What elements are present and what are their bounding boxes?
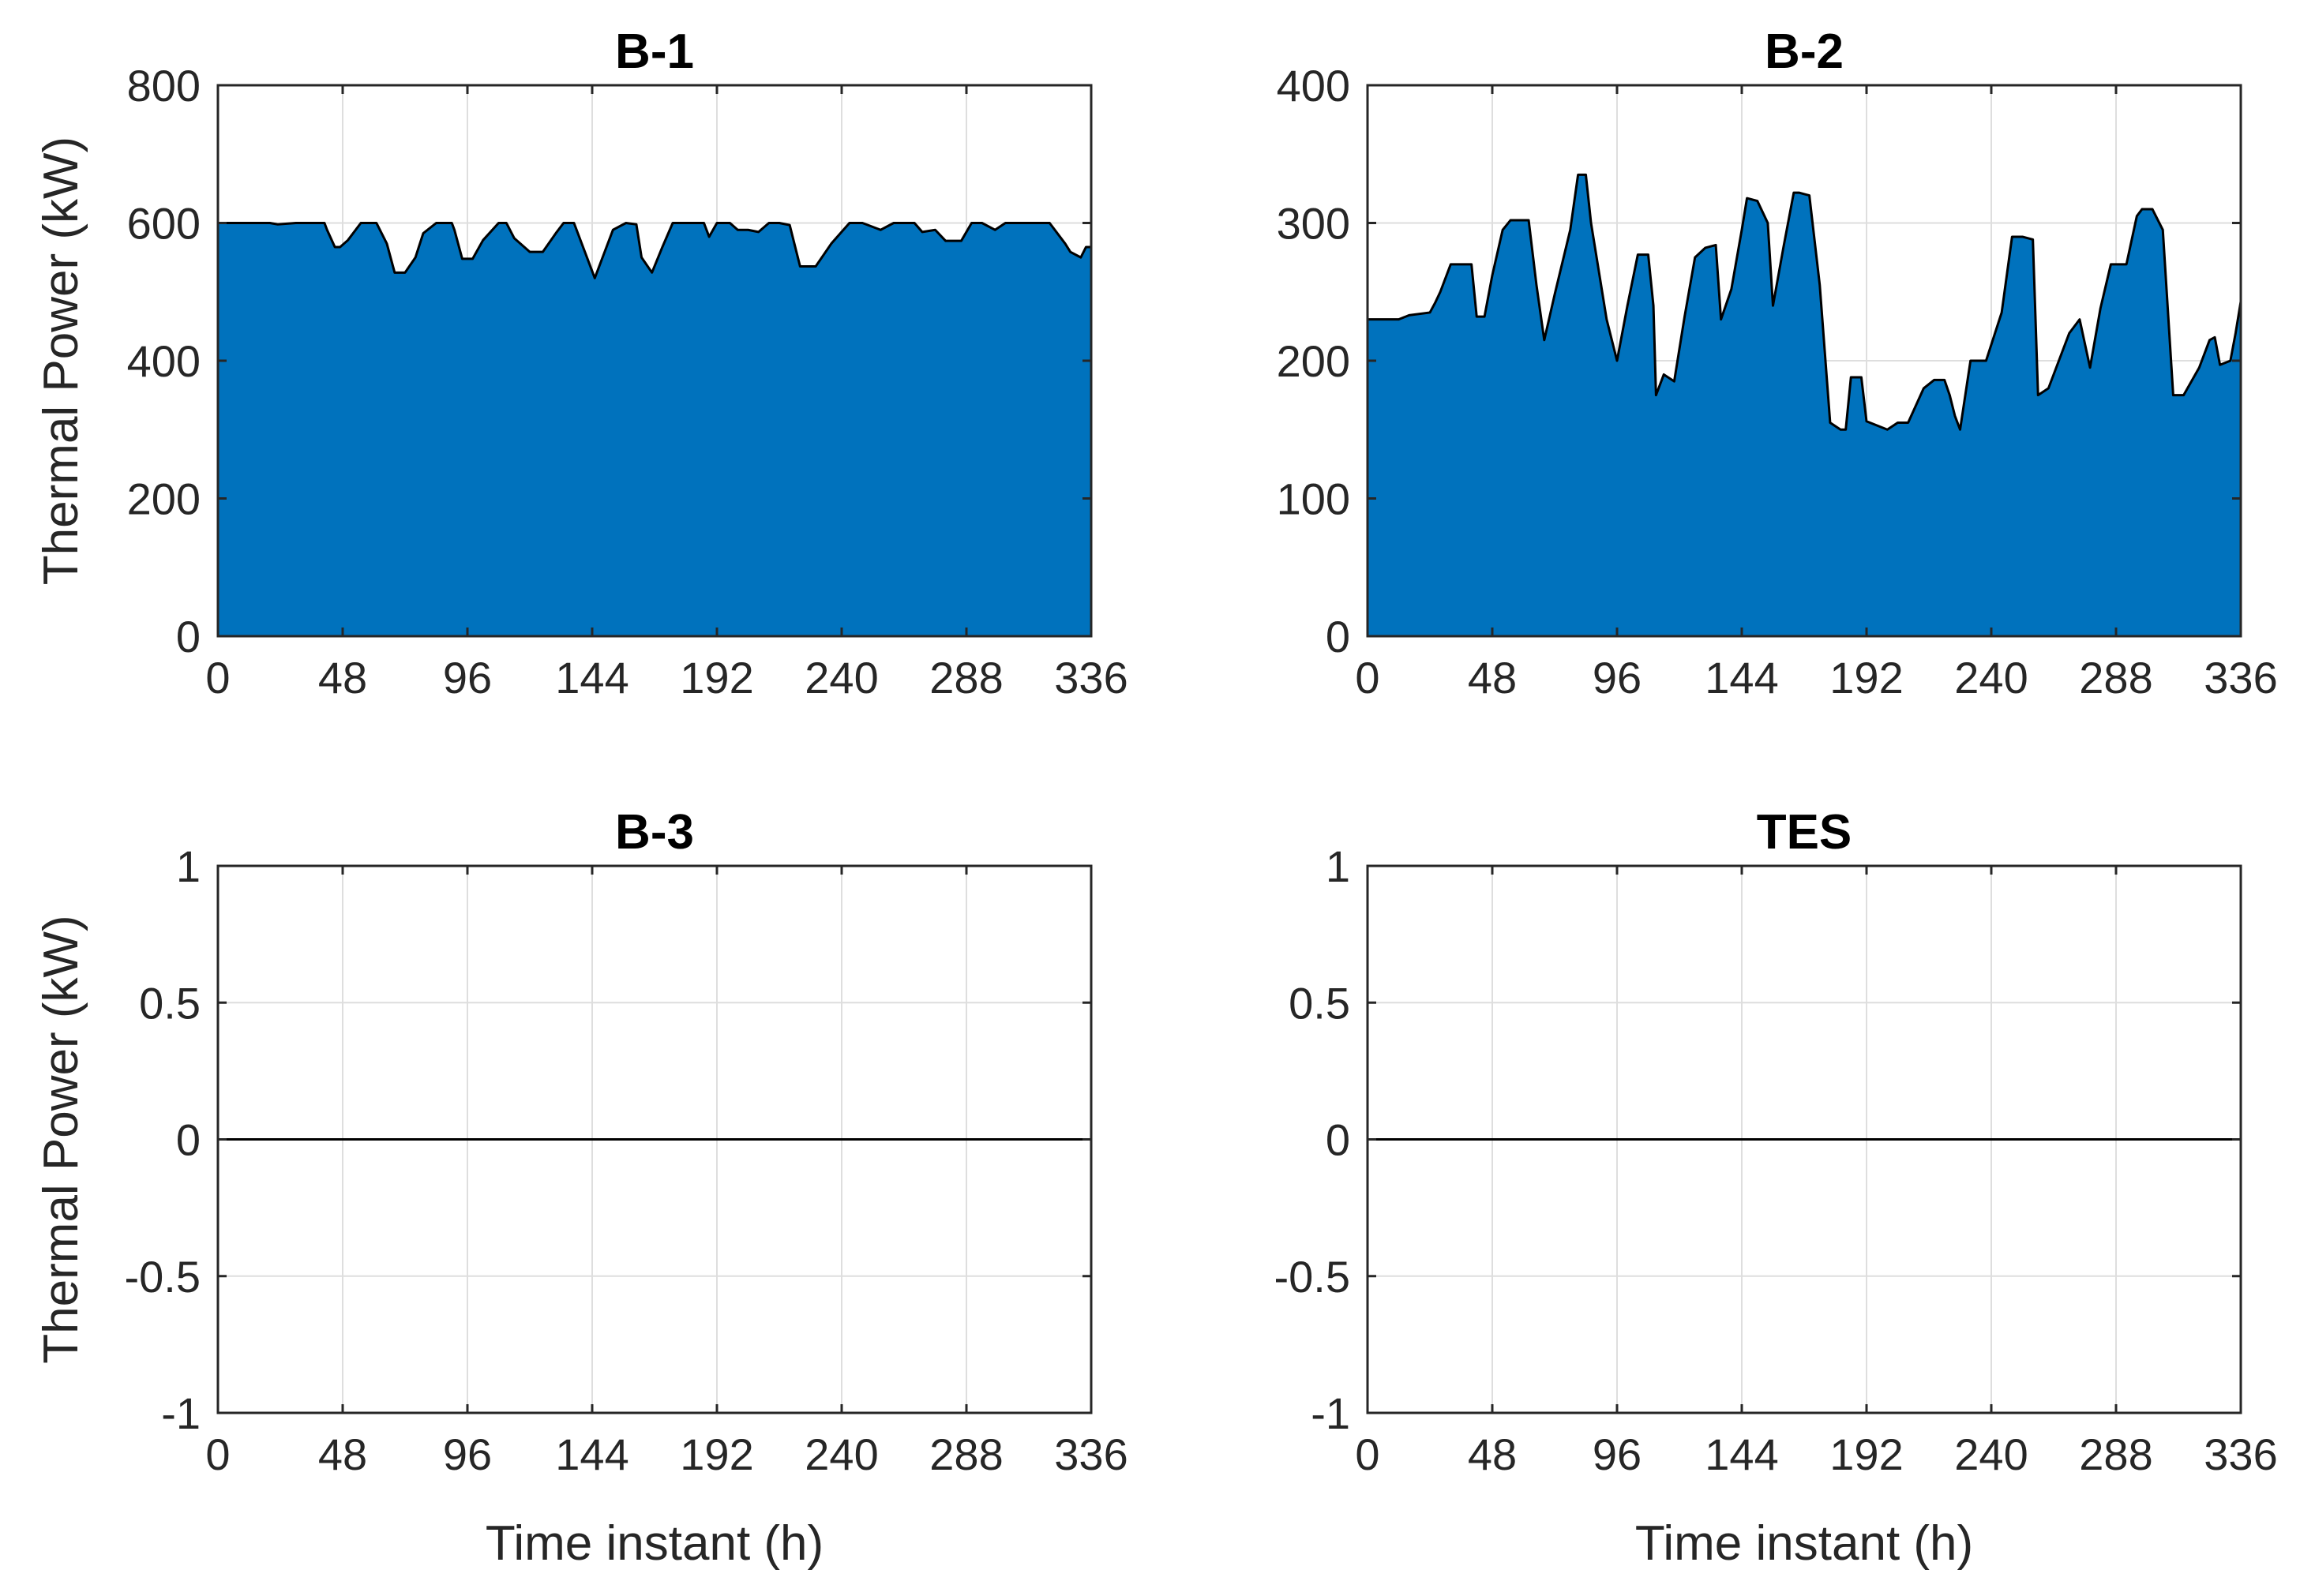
y-tick-label: 200 (127, 474, 201, 524)
y-tick-label: 0 (1326, 1115, 1350, 1165)
x-tick-label: 0 (1355, 1429, 1379, 1479)
x-tick-label: 96 (443, 653, 492, 702)
x-tick-label: 192 (680, 653, 753, 702)
x-tick-label: 240 (1954, 1429, 2028, 1479)
x-tick-label: 144 (1705, 1429, 1778, 1479)
y-axis-label: Thermal Power (kW) (34, 137, 88, 585)
y-tick-label: -1 (161, 1388, 201, 1438)
y-tick-label: 800 (127, 61, 201, 111)
series-area (218, 223, 1091, 636)
y-tick-label: 300 (1277, 199, 1350, 249)
x-tick-label: 288 (929, 1429, 1003, 1479)
y-tick-label: 100 (1277, 474, 1350, 524)
x-axis-label: Time instant (h) (1635, 1516, 1973, 1571)
chart-title: B-2 (1765, 24, 1844, 79)
y-tick-label: -0.5 (1274, 1252, 1351, 1302)
chart-title: B-3 (615, 805, 694, 860)
y-tick-label: -1 (1311, 1388, 1350, 1438)
chart-panel: 0 48 96 144 192 240 288 336 0 100 200 300 400 B-2 (1277, 24, 2278, 702)
x-tick-label: 240 (805, 1429, 878, 1479)
y-tick-label: -0.5 (125, 1252, 201, 1302)
x-tick-label: 336 (2204, 1429, 2277, 1479)
x-tick-label: 336 (1054, 653, 1127, 702)
chart-title: B-1 (615, 24, 694, 79)
x-tick-label: 48 (318, 1429, 367, 1479)
x-tick-label: 0 (205, 1429, 230, 1479)
x-tick-label: 288 (2079, 1429, 2152, 1479)
x-tick-label: 336 (1054, 1429, 1127, 1479)
y-tick-label: 1 (176, 841, 201, 891)
x-axis-label: Time instant (h) (486, 1516, 824, 1571)
chart-panel: 0 48 96 144 192 240 288 336 -1 -0.5 0 0.5 1 B-3 Time i… (34, 805, 1128, 1571)
y-tick-label: 0 (176, 1115, 201, 1165)
y-tick-label: 0.5 (1289, 978, 1350, 1028)
y-tick-label: 400 (1277, 61, 1350, 111)
series-line (218, 222, 1091, 279)
x-tick-label: 96 (1593, 1429, 1642, 1479)
x-tick-label: 96 (443, 1429, 492, 1479)
chart-panel: 0 48 96 144 192 240 288 336 -1 -0.5 0 0.5 1 TES Time i… (1274, 805, 2278, 1571)
series-area (1368, 174, 2241, 637)
y-tick-label: 400 (127, 336, 201, 386)
x-tick-label: 0 (205, 653, 230, 702)
x-tick-label: 0 (1355, 653, 1379, 702)
chart-panel: 0 48 96 144 192 240 288 336 0 200 400 600 800 B-1 Ther… (34, 24, 1128, 702)
x-tick-label: 144 (1705, 653, 1778, 702)
y-tick-label: 0 (1326, 612, 1350, 661)
x-tick-label: 144 (555, 1429, 628, 1479)
x-tick-label: 192 (1829, 1429, 1903, 1479)
x-tick-label: 240 (805, 653, 878, 702)
x-tick-label: 192 (680, 1429, 753, 1479)
y-tick-label: 0.5 (139, 978, 201, 1028)
chart-title: TES (1757, 805, 1852, 860)
x-tick-label: 288 (929, 653, 1003, 702)
y-tick-label: 0 (176, 612, 201, 661)
x-tick-label: 48 (1468, 653, 1517, 702)
y-tick-label: 200 (1277, 336, 1350, 386)
x-tick-label: 48 (1468, 1429, 1517, 1479)
y-tick-label: 600 (127, 199, 201, 249)
y-axis-label: Thermal Power (kW) (34, 915, 88, 1363)
x-tick-label: 48 (318, 653, 367, 702)
x-tick-label: 192 (1829, 653, 1903, 702)
x-tick-label: 96 (1593, 653, 1642, 702)
y-tick-label: 1 (1326, 841, 1350, 891)
x-tick-label: 240 (1954, 653, 2028, 702)
x-tick-label: 336 (2204, 653, 2277, 702)
x-tick-label: 144 (555, 653, 628, 702)
x-tick-label: 288 (2079, 653, 2152, 702)
series-line (1368, 173, 2242, 431)
